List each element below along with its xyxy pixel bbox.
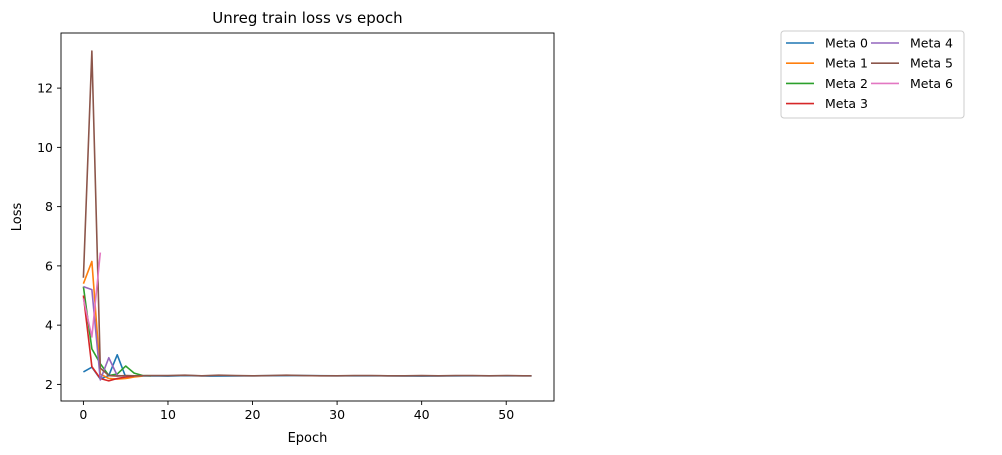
series-line-meta-1 (82, 260, 143, 380)
y-tick-label: 6 (45, 258, 53, 273)
chart-title: Unreg train loss vs epoch (212, 9, 402, 27)
x-tick-label: 50 (498, 407, 514, 422)
legend-entry: Meta 4 (910, 36, 953, 51)
y-axis-label: Loss (10, 203, 25, 232)
x-tick-label: 40 (414, 407, 430, 422)
plot-frame (60, 32, 555, 402)
legend-entry: Meta 2 (825, 76, 868, 91)
y-tick-label: 8 (45, 199, 53, 214)
x-axis: 0 10 20 30 40 50 (79, 401, 514, 422)
x-axis-label: Epoch (288, 431, 328, 446)
y-axis: 2 4 6 8 10 12 (37, 81, 61, 392)
x-tick-label: 30 (329, 407, 345, 422)
x-tick-label: 0 (79, 407, 87, 422)
legend-box (780, 30, 965, 119)
legend-entry: Meta 5 (910, 56, 953, 71)
y-tick-label: 4 (45, 318, 53, 333)
y-tick-label: 10 (37, 140, 53, 155)
legend-entry: Meta 0 (825, 36, 868, 51)
x-tick-label: 20 (245, 407, 261, 422)
series-line-meta-3 (82, 295, 135, 382)
y-tick-label: 12 (37, 81, 53, 96)
plot-area (82, 50, 532, 382)
series-line-meta-5 (82, 50, 532, 377)
legend-entry: Meta 6 (910, 76, 953, 91)
legend-entry: Meta 3 (825, 96, 868, 111)
legend-entry: Meta 1 (825, 56, 868, 71)
legend: Meta 0 Meta 1 Meta 2 Meta 3 Meta 4 Meta 5 Meta… (780, 30, 965, 119)
series-line-meta-6 (82, 252, 102, 338)
x-tick-label: 10 (160, 407, 176, 422)
y-tick-label: 2 (45, 377, 53, 392)
